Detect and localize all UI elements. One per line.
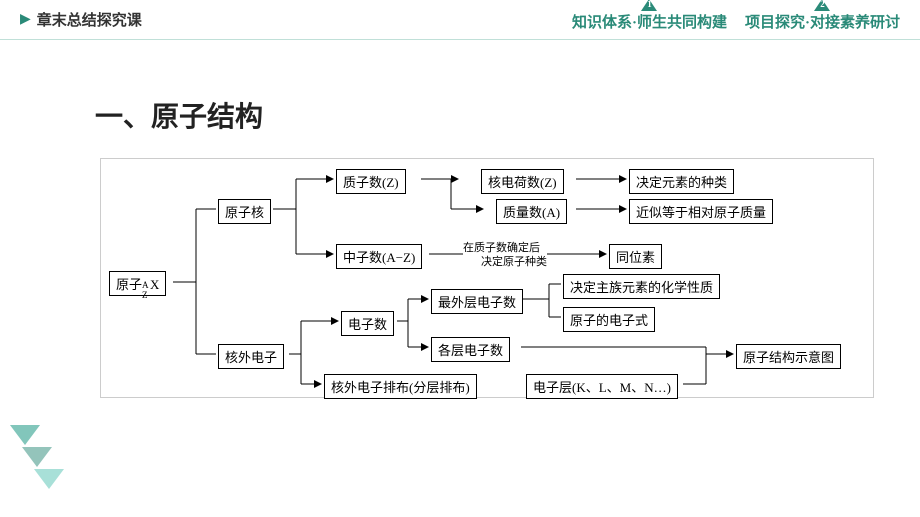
tab-project[interactable]: 2 项目探究·对接素养研讨 [745, 7, 900, 32]
node-root: 原子AZX [109, 271, 166, 296]
node-outer-e: 核外电子 [218, 344, 284, 369]
node-shell-names: 电子层(K、L、M、N…) [526, 374, 678, 399]
node-struct-diagram: 原子结构示意图 [736, 344, 841, 369]
tab-knowledge[interactable]: 1 知识体系·师生共同构建 [572, 7, 727, 32]
node-decide-group: 决定主族元素的化学性质 [563, 274, 720, 299]
node-outer-arrange: 核外电子排布(分层排布) [324, 374, 477, 399]
chapter-title: 章末总结探究课 [37, 9, 142, 30]
tab-label: 项目探究·对接素养研讨 [745, 15, 900, 31]
node-e-count: 电子数 [341, 311, 394, 336]
tab-label: 知识体系·师生共同构建 [572, 15, 727, 31]
node-isotope: 同位素 [609, 244, 662, 269]
header-left: ▶ 章末总结探究课 [20, 9, 142, 30]
node-decide-element: 决定元素的种类 [629, 169, 734, 194]
triangle-icon [34, 469, 64, 489]
triangle-icon [22, 447, 52, 467]
node-e-formula: 原子的电子式 [563, 307, 655, 332]
edge-label-proton-fixed-2: 决定原子种类 [481, 253, 547, 269]
node-proton: 质子数(Z) [336, 169, 406, 194]
section-title: 一、原子结构 [95, 95, 920, 135]
node-nucleus: 原子核 [218, 199, 271, 224]
node-outer-shell-e: 最外层电子数 [431, 289, 523, 314]
node-neutron: 中子数(A−Z) [336, 244, 422, 269]
triangle-badge-icon: 1 [641, 0, 657, 11]
node-nuclear-charge: 核电荷数(Z) [481, 169, 564, 194]
node-approx-mass: 近似等于相对原子质量 [629, 199, 773, 224]
node-mass-number: 质量数(A) [496, 199, 567, 224]
atom-structure-diagram: 原子AZX 原子核 核外电子 质子数(Z) 中子数(A−Z) 核电荷数(Z) 质… [100, 158, 874, 398]
page-header: ▶ 章末总结探究课 1 知识体系·师生共同构建 2 项目探究·对接素养研讨 [0, 0, 920, 40]
triangle-badge-icon: 2 [814, 0, 830, 11]
arrow-bullet-icon: ▶ [20, 11, 31, 28]
header-tabs: 1 知识体系·师生共同构建 2 项目探究·对接素养研讨 [572, 7, 900, 32]
node-each-shell-e: 各层电子数 [431, 337, 510, 362]
triangle-icon [10, 425, 40, 445]
